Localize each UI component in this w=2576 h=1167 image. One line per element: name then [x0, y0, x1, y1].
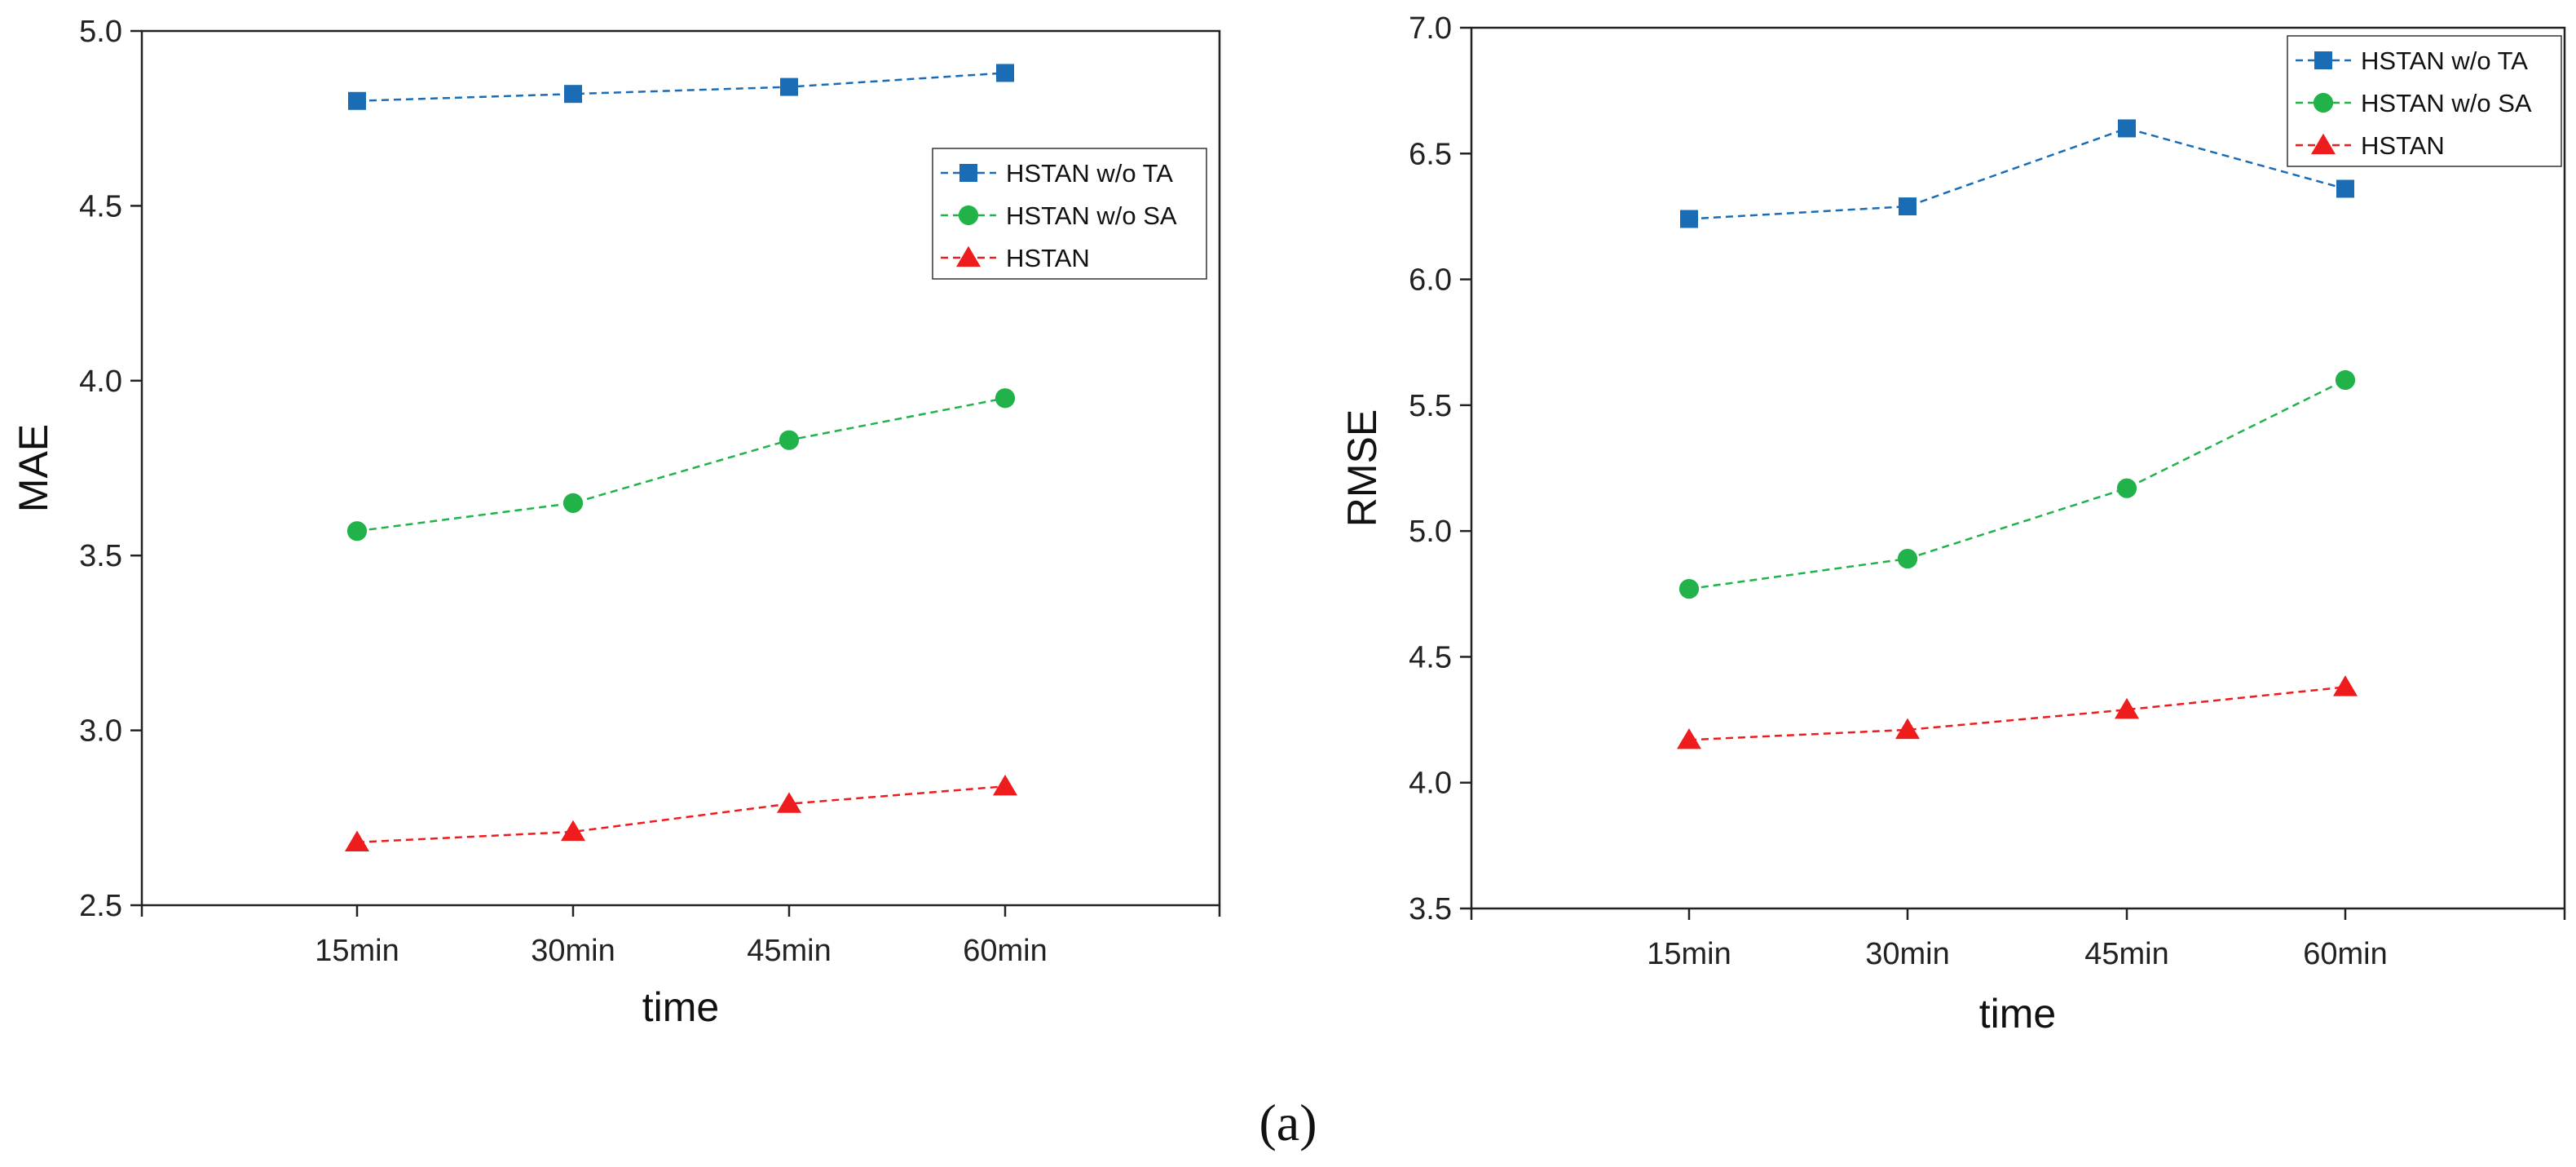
- data-point-hstan-w-o-sa: [2116, 478, 2137, 498]
- rmse-chart: 3.5 4.0 4.5 5.0 5.5 6.0 6.5 7.0 15min 30min 45min 6…: [1339, 11, 2566, 1037]
- data-point-hstan-w-o-sa: [562, 493, 584, 513]
- x-tick-label: 30min: [1865, 937, 1950, 971]
- data-point-hstan-w-o-sa: [346, 521, 368, 542]
- legend-marker: [955, 245, 981, 267]
- y-tick-label: 3.5: [79, 539, 122, 573]
- x-tick-label: 45min: [2084, 937, 2169, 971]
- y-tick-label: 5.0: [1409, 515, 1452, 549]
- legend-marker: [959, 164, 977, 182]
- data-point-hstan-w-o-sa: [779, 430, 800, 450]
- y-tick-label: 5.5: [1409, 389, 1452, 423]
- series-line-hstan: [1688, 686, 2346, 741]
- data-point-hstan-w-o-ta: [780, 77, 798, 96]
- y-tick-label: 6.5: [1409, 137, 1452, 171]
- y-tick-label: 4.5: [79, 189, 122, 223]
- legend-label: HSTAN w/o TA: [1006, 159, 1173, 188]
- y-tick-label: 6.0: [1409, 263, 1452, 298]
- data-point-hstan: [1895, 718, 1921, 740]
- x-tick-label: 15min: [1647, 937, 1731, 971]
- data-point-hstan: [776, 792, 802, 813]
- legend-label: HSTAN w/o TA: [2361, 46, 2528, 75]
- data-point-hstan-w-o-ta: [2336, 179, 2354, 198]
- y-tick-label: 3.0: [79, 714, 122, 749]
- series-line-hstan: [356, 785, 1006, 844]
- data-point-hstan-w-o-sa: [2335, 369, 2356, 391]
- legend-marker: [2314, 51, 2332, 69]
- x-tick-label: 30min: [531, 934, 615, 968]
- x-tick-label: 60min: [963, 934, 1048, 968]
- legend-marker: [2313, 92, 2334, 113]
- y-axis-title: RMSE: [1339, 409, 1385, 527]
- x-axis-title: time: [1979, 991, 2056, 1037]
- data-point-hstan-w-o-ta: [1680, 210, 1698, 228]
- data-point-hstan-w-o-sa: [995, 388, 1016, 409]
- x-tick-label: 45min: [747, 934, 831, 968]
- x-axis-title: time: [642, 984, 719, 1030]
- y-tick-label: 2.5: [79, 889, 122, 923]
- figure-caption: (a): [1259, 1094, 1317, 1152]
- data-point-hstan-w-o-ta: [996, 64, 1014, 82]
- x-tick-label: 15min: [315, 934, 399, 968]
- y-tick-label: 3.5: [1409, 892, 1452, 926]
- y-tick-label: 4.0: [1409, 767, 1452, 801]
- mae-chart: 2.5 3.0 3.5 4.0 4.5 5.0 15min 30min 45min 60min ti…: [11, 15, 1221, 1030]
- data-point-hstan-w-o-sa: [1897, 548, 1918, 569]
- series-line-hstan-w-o-sa: [1688, 378, 2346, 590]
- data-point-hstan: [992, 774, 1018, 796]
- y-tick-label: 4.5: [1409, 640, 1452, 674]
- legend-marker: [2310, 133, 2336, 155]
- plot-frame: [140, 29, 1221, 907]
- data-point-hstan: [2332, 675, 2358, 696]
- legend-label: HSTAN w/o SA: [2361, 89, 2532, 117]
- legend-label: HSTAN w/o SA: [1006, 201, 1177, 230]
- data-point-hstan: [1676, 727, 1702, 749]
- data-point-hstan-w-o-sa: [1678, 579, 1700, 599]
- y-tick-label: 7.0: [1409, 11, 1452, 46]
- data-point-hstan-w-o-ta: [348, 91, 366, 110]
- series-line-hstan-w-o-ta: [356, 72, 1006, 103]
- y-tick-label: 4.0: [79, 365, 122, 399]
- data-point-hstan: [2114, 697, 2140, 719]
- legend-label: HSTAN: [2361, 131, 2445, 160]
- plot-frame: [1470, 26, 2566, 910]
- legend-label: HSTAN: [1006, 244, 1090, 272]
- x-tick-label: 60min: [2303, 937, 2388, 971]
- data-point-hstan-w-o-ta: [2118, 119, 2136, 138]
- data-point-hstan-w-o-ta: [564, 85, 582, 104]
- y-axis-title: MAE: [11, 424, 56, 512]
- legend-marker: [958, 205, 979, 226]
- y-tick-label: 5.0: [79, 15, 122, 49]
- data-point-hstan: [344, 830, 370, 851]
- series-line-hstan-w-o-sa: [356, 397, 1006, 533]
- data-point-hstan-w-o-ta: [1899, 197, 1917, 216]
- data-point-hstan: [560, 820, 586, 842]
- series-line-hstan-w-o-ta: [1688, 127, 2346, 220]
